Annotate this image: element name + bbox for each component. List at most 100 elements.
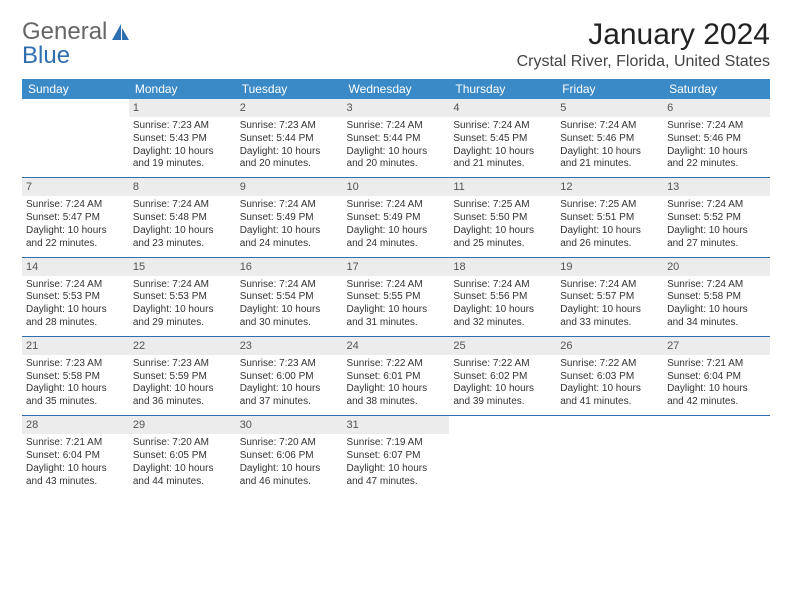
day-number: 28 [22, 416, 129, 434]
sunset-line: Sunset: 5:49 PM [240, 212, 339, 225]
calendar-cell [663, 416, 770, 495]
sunrise-line: Sunrise: 7:24 AM [667, 279, 766, 292]
calendar-cell: 30 Sunrise: 7:20 AMSunset: 6:06 PMDayligh… [236, 416, 343, 495]
sunrise-line: Sunrise: 7:24 AM [560, 120, 659, 133]
sunset-line: Sunset: 5:53 PM [26, 291, 125, 304]
sunset-line: Sunset: 6:01 PM [347, 371, 446, 384]
day-number: 27 [663, 337, 770, 355]
daylight-line: Daylight: 10 hours and 24 minutes. [347, 225, 446, 251]
day-number: 6 [663, 99, 770, 117]
sunset-line: Sunset: 5:44 PM [347, 133, 446, 146]
daylight-line: Daylight: 10 hours and 24 minutes. [240, 225, 339, 251]
sunrise-line: Sunrise: 7:21 AM [667, 358, 766, 371]
sunrise-line: Sunrise: 7:24 AM [133, 199, 232, 212]
sunrise-line: Sunrise: 7:24 AM [453, 279, 552, 292]
calendar-week-row: 7Sunrise: 7:24 AMSunset: 5:47 PMDaylight… [22, 178, 770, 257]
calendar-cell: 11Sunrise: 7:25 AMSunset: 5:50 PMDayligh… [449, 178, 556, 257]
sunrise-line: Sunrise: 7:21 AM [26, 437, 125, 450]
sunrise-line: Sunrise: 7:23 AM [240, 120, 339, 133]
day-number: 26 [556, 337, 663, 355]
weekday-header: Thursday [449, 79, 556, 99]
day-number: 2 [236, 99, 343, 117]
calendar-cell: 2Sunrise: 7:23 AMSunset: 5:44 PMDaylight… [236, 99, 343, 178]
day-number: 23 [236, 337, 343, 355]
sunset-line: Sunset: 5:55 PM [347, 291, 446, 304]
sunrise-line: Sunrise: 7:24 AM [26, 279, 125, 292]
calendar-week-row: 28Sunrise: 7:21 AMSunset: 6:04 PMDayligh… [22, 416, 770, 495]
sunset-line: Sunset: 6:06 PM [240, 450, 339, 463]
sunset-line: Sunset: 5:52 PM [667, 212, 766, 225]
day-number: 4 [449, 99, 556, 117]
sunrise-line: Sunrise: 7:24 AM [667, 120, 766, 133]
calendar-cell [449, 416, 556, 495]
sunset-line: Sunset: 5:53 PM [133, 291, 232, 304]
calendar-cell: 25Sunrise: 7:22 AMSunset: 6:02 PMDayligh… [449, 336, 556, 415]
calendar-cell: 17Sunrise: 7:24 AMSunset: 5:55 PMDayligh… [343, 257, 450, 336]
daylight-line: Daylight: 10 hours and 21 minutes. [560, 146, 659, 172]
day-number: 22 [129, 337, 236, 355]
daylight-line: Daylight: 10 hours and 22 minutes. [26, 225, 125, 251]
day-number: 1 [129, 99, 236, 117]
sunrise-line: Sunrise: 7:20 AM [133, 437, 232, 450]
daylight-line: Daylight: 10 hours and 31 minutes. [347, 304, 446, 330]
daylight-line: Daylight: 10 hours and 34 minutes. [667, 304, 766, 330]
brand-part2: Blue [22, 42, 70, 70]
weekday-header: Wednesday [343, 79, 450, 99]
day-number: 19 [556, 258, 663, 276]
sunset-line: Sunset: 5:49 PM [347, 212, 446, 225]
calendar-cell [556, 416, 663, 495]
day-number: 15 [129, 258, 236, 276]
sunrise-line: Sunrise: 7:24 AM [347, 120, 446, 133]
calendar-cell: 8Sunrise: 7:24 AMSunset: 5:48 PMDaylight… [129, 178, 236, 257]
day-number: 13 [663, 178, 770, 196]
calendar-body: 1Sunrise: 7:23 AMSunset: 5:43 PMDaylight… [22, 99, 770, 494]
sunrise-line: Sunrise: 7:24 AM [667, 199, 766, 212]
daylight-line: Daylight: 10 hours and 39 minutes. [453, 383, 552, 409]
sunrise-line: Sunrise: 7:22 AM [453, 358, 552, 371]
sunset-line: Sunset: 5:46 PM [667, 133, 766, 146]
sunrise-line: Sunrise: 7:24 AM [26, 199, 125, 212]
weekday-header: Friday [556, 79, 663, 99]
day-number: 7 [22, 178, 129, 196]
calendar-cell: 5Sunrise: 7:24 AMSunset: 5:46 PMDaylight… [556, 99, 663, 178]
sunrise-line: Sunrise: 7:20 AM [240, 437, 339, 450]
calendar-head: SundayMondayTuesdayWednesdayThursdayFrid… [22, 79, 770, 99]
sunset-line: Sunset: 5:46 PM [560, 133, 659, 146]
daylight-line: Daylight: 10 hours and 46 minutes. [240, 463, 339, 489]
daylight-line: Daylight: 10 hours and 28 minutes. [26, 304, 125, 330]
day-number: 30 [236, 416, 343, 434]
sunrise-line: Sunrise: 7:24 AM [560, 279, 659, 292]
calendar-cell: 31Sunrise: 7:19 AMSunset: 6:07 PMDayligh… [343, 416, 450, 495]
calendar-cell: 23Sunrise: 7:23 AMSunset: 6:00 PMDayligh… [236, 336, 343, 415]
calendar-cell: 10Sunrise: 7:24 AMSunset: 5:49 PMDayligh… [343, 178, 450, 257]
daylight-line: Daylight: 10 hours and 42 minutes. [667, 383, 766, 409]
sunrise-line: Sunrise: 7:22 AM [347, 358, 446, 371]
calendar-cell: 29Sunrise: 7:20 AMSunset: 6:05 PMDayligh… [129, 416, 236, 495]
calendar-cell: 12Sunrise: 7:25 AMSunset: 5:51 PMDayligh… [556, 178, 663, 257]
daylight-line: Daylight: 10 hours and 21 minutes. [453, 146, 552, 172]
daylight-line: Daylight: 10 hours and 30 minutes. [240, 304, 339, 330]
sunrise-line: Sunrise: 7:23 AM [133, 120, 232, 133]
sunset-line: Sunset: 6:03 PM [560, 371, 659, 384]
day-number: 24 [343, 337, 450, 355]
sunset-line: Sunset: 6:02 PM [453, 371, 552, 384]
sunset-line: Sunset: 6:00 PM [240, 371, 339, 384]
calendar-cell: 18Sunrise: 7:24 AMSunset: 5:56 PMDayligh… [449, 257, 556, 336]
location: Crystal River, Florida, United States [517, 53, 770, 71]
sunset-line: Sunset: 5:50 PM [453, 212, 552, 225]
day-number: 10 [343, 178, 450, 196]
daylight-line: Daylight: 10 hours and 47 minutes. [347, 463, 446, 489]
daylight-line: Daylight: 10 hours and 44 minutes. [133, 463, 232, 489]
calendar-cell [22, 99, 129, 178]
sunrise-line: Sunrise: 7:24 AM [133, 279, 232, 292]
day-number: 31 [343, 416, 450, 434]
sunrise-line: Sunrise: 7:23 AM [133, 358, 232, 371]
calendar-cell: 20Sunrise: 7:24 AMSunset: 5:58 PMDayligh… [663, 257, 770, 336]
calendar-cell: 24Sunrise: 7:22 AMSunset: 6:01 PMDayligh… [343, 336, 450, 415]
daylight-line: Daylight: 10 hours and 33 minutes. [560, 304, 659, 330]
calendar-cell: 13Sunrise: 7:24 AMSunset: 5:52 PMDayligh… [663, 178, 770, 257]
calendar-cell: 15Sunrise: 7:24 AMSunset: 5:53 PMDayligh… [129, 257, 236, 336]
calendar-table: SundayMondayTuesdayWednesdayThursdayFrid… [22, 79, 770, 494]
daylight-line: Daylight: 10 hours and 22 minutes. [667, 146, 766, 172]
calendar-cell: 14Sunrise: 7:24 AMSunset: 5:53 PMDayligh… [22, 257, 129, 336]
